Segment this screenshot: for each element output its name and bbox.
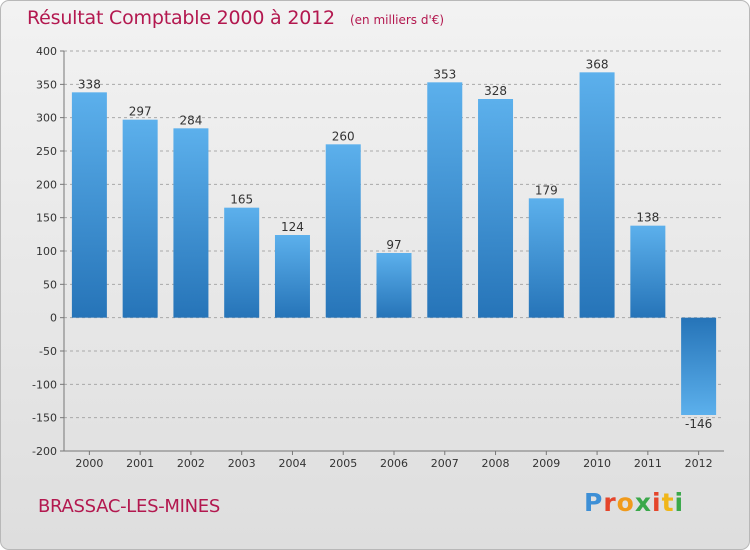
value-label: 353 [433,67,456,81]
bar-2001 [122,119,158,318]
value-label: 138 [636,211,659,225]
x-tick-label: 2012 [685,457,713,470]
axis-layer: 400 350 300 250 200 150 100 50 0 -50 -100 -150 -200 2… [32,45,724,470]
bar-2011 [630,225,666,318]
bar-2003 [224,207,260,318]
chart-unit-note: (en milliers d'€) [349,13,445,27]
proxiti-logo: Proxiti [584,488,684,517]
y-tick-label: 200 [36,178,57,191]
x-tick-label: 2000 [75,457,103,470]
value-label: 179 [535,183,558,197]
bar-2004 [274,235,310,318]
x-tick-label: 2006 [380,457,408,470]
chart-title: Résultat Comptable 2000 à 2012 [27,7,335,29]
value-label: 297 [129,105,152,119]
y-tick-label: 350 [36,78,57,91]
x-tick-label: 2004 [278,457,306,470]
y-tick-label: 0 [50,312,57,325]
y-tick-label: -50 [39,345,57,358]
logo-letter: P [584,488,604,517]
bar-2000 [71,92,107,318]
y-tick-label: 250 [36,145,57,158]
x-tick-label: 2008 [482,457,510,470]
logo-letter: i [652,488,662,517]
logo-letter: x [634,488,652,517]
bar-layer [71,72,717,415]
value-label: 260 [332,129,355,143]
value-label: 124 [281,220,304,234]
bar-2006 [376,253,412,318]
logo-letter: i [674,488,685,517]
location-name: BRASSAC-LES-MINES [38,496,221,517]
chart-title-row: Résultat Comptable 2000 à 2012 (en milli… [27,7,444,29]
logo-letter: o [616,488,635,517]
bar-2008 [478,99,514,318]
label-layer: 338 297 284 165 124 260 97 353 328 179 368 138 -146 [78,57,712,431]
value-label: 338 [78,77,101,91]
value-label: 284 [179,113,202,127]
x-tick-label: 2011 [634,457,662,470]
x-tick-label: 2001 [126,457,154,470]
y-tick-label: 50 [43,278,57,291]
bar-2009 [528,198,564,318]
x-tick-label: 2007 [431,457,459,470]
bar-2010 [579,72,615,318]
bar-2002 [173,128,209,318]
value-label: 165 [230,193,253,207]
x-tick-label: 2009 [532,457,560,470]
bar-2012 [681,317,717,415]
bar-2005 [325,144,361,318]
value-label: 328 [484,84,507,98]
value-label: 368 [586,57,609,71]
bar-2007 [427,82,463,318]
value-label: 97 [386,238,401,252]
y-tick-label: 100 [36,245,57,258]
y-tick-label: -200 [32,445,57,458]
y-tick-label: 150 [36,212,57,225]
x-tick-label: 2002 [177,457,205,470]
logo-letter: r [603,488,617,517]
value-label: -146 [685,417,712,431]
y-tick-label: 400 [36,45,57,58]
x-tick-label: 2005 [329,457,357,470]
x-tick-label: 2003 [228,457,256,470]
y-tick-label: -100 [32,378,57,391]
x-tick-label: 2010 [583,457,611,470]
logo-letter: t [661,488,675,517]
y-tick-label: 300 [36,112,57,125]
y-tick-label: -150 [32,412,57,425]
